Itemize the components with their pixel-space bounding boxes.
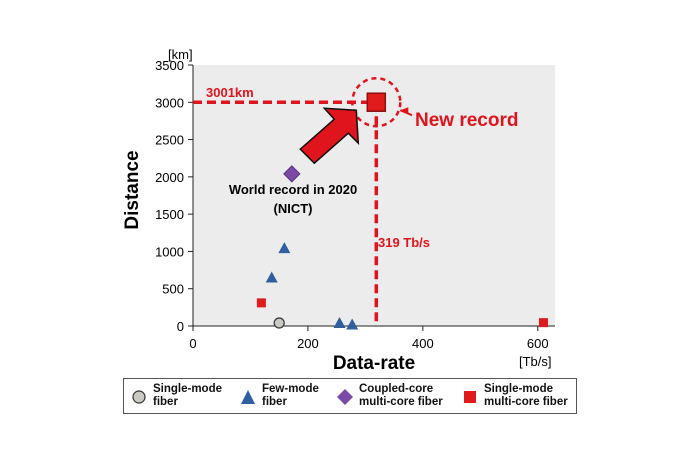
x-tick-label: 0 <box>189 336 196 351</box>
callout-arrowhead <box>400 107 409 115</box>
world-record-label-line1: World record in 2020 <box>229 182 357 197</box>
legend-label: Single-mode fiber <box>153 383 223 408</box>
y-unit-label: [km] <box>168 47 193 62</box>
y-tick-label: 2500 <box>155 133 184 148</box>
x-tick-label: 600 <box>527 336 549 351</box>
world-record-label-line2: (NICT) <box>274 201 313 216</box>
legend: Single-mode fiber Few-mode fiber Coupled-c… <box>123 378 577 414</box>
multi-core-point <box>256 298 266 308</box>
few-mode-point <box>346 318 359 330</box>
few-mode-point <box>278 242 291 254</box>
square-marker-icon <box>464 391 476 403</box>
y-tick-label: 500 <box>162 282 184 297</box>
coupled-core-point <box>283 165 301 183</box>
y-tick-label: 3000 <box>155 95 184 110</box>
highlight-circle <box>351 76 402 128</box>
few-mode-point <box>265 271 278 283</box>
legend-label: Few-mode fiber <box>262 383 319 408</box>
single-mode-point <box>273 317 285 329</box>
new-record-label: New record <box>415 110 518 131</box>
circle-marker-icon <box>132 390 146 404</box>
x-tick-label: 200 <box>297 336 319 351</box>
triangle-marker-icon <box>241 390 255 404</box>
y-line-label: 3001km <box>206 85 254 100</box>
y-tick-label: 2000 <box>155 170 184 185</box>
new-record-point <box>366 92 387 112</box>
few-mode-point <box>333 317 346 329</box>
pointer-arrow <box>299 107 360 165</box>
x-axis-title: Data-rate <box>333 353 415 374</box>
y-tick-label: 0 <box>177 319 184 334</box>
multi-core-point <box>539 318 549 328</box>
x-line-label: 319 Tb/s <box>378 235 430 250</box>
legend-label: Coupled-core multi-core fiber <box>359 383 443 408</box>
x-unit-label: [Tb/s] <box>519 354 552 369</box>
legend-label: Single-mode multi-core fiber <box>484 383 568 408</box>
x-tick-label: 400 <box>412 336 434 351</box>
y-tick-label: 1000 <box>155 244 184 259</box>
y-axis-title: Distance <box>122 150 143 229</box>
diamond-marker-icon <box>337 389 353 405</box>
y-tick-label: 1500 <box>155 207 184 222</box>
y-tick-label: 3500 <box>155 58 184 73</box>
